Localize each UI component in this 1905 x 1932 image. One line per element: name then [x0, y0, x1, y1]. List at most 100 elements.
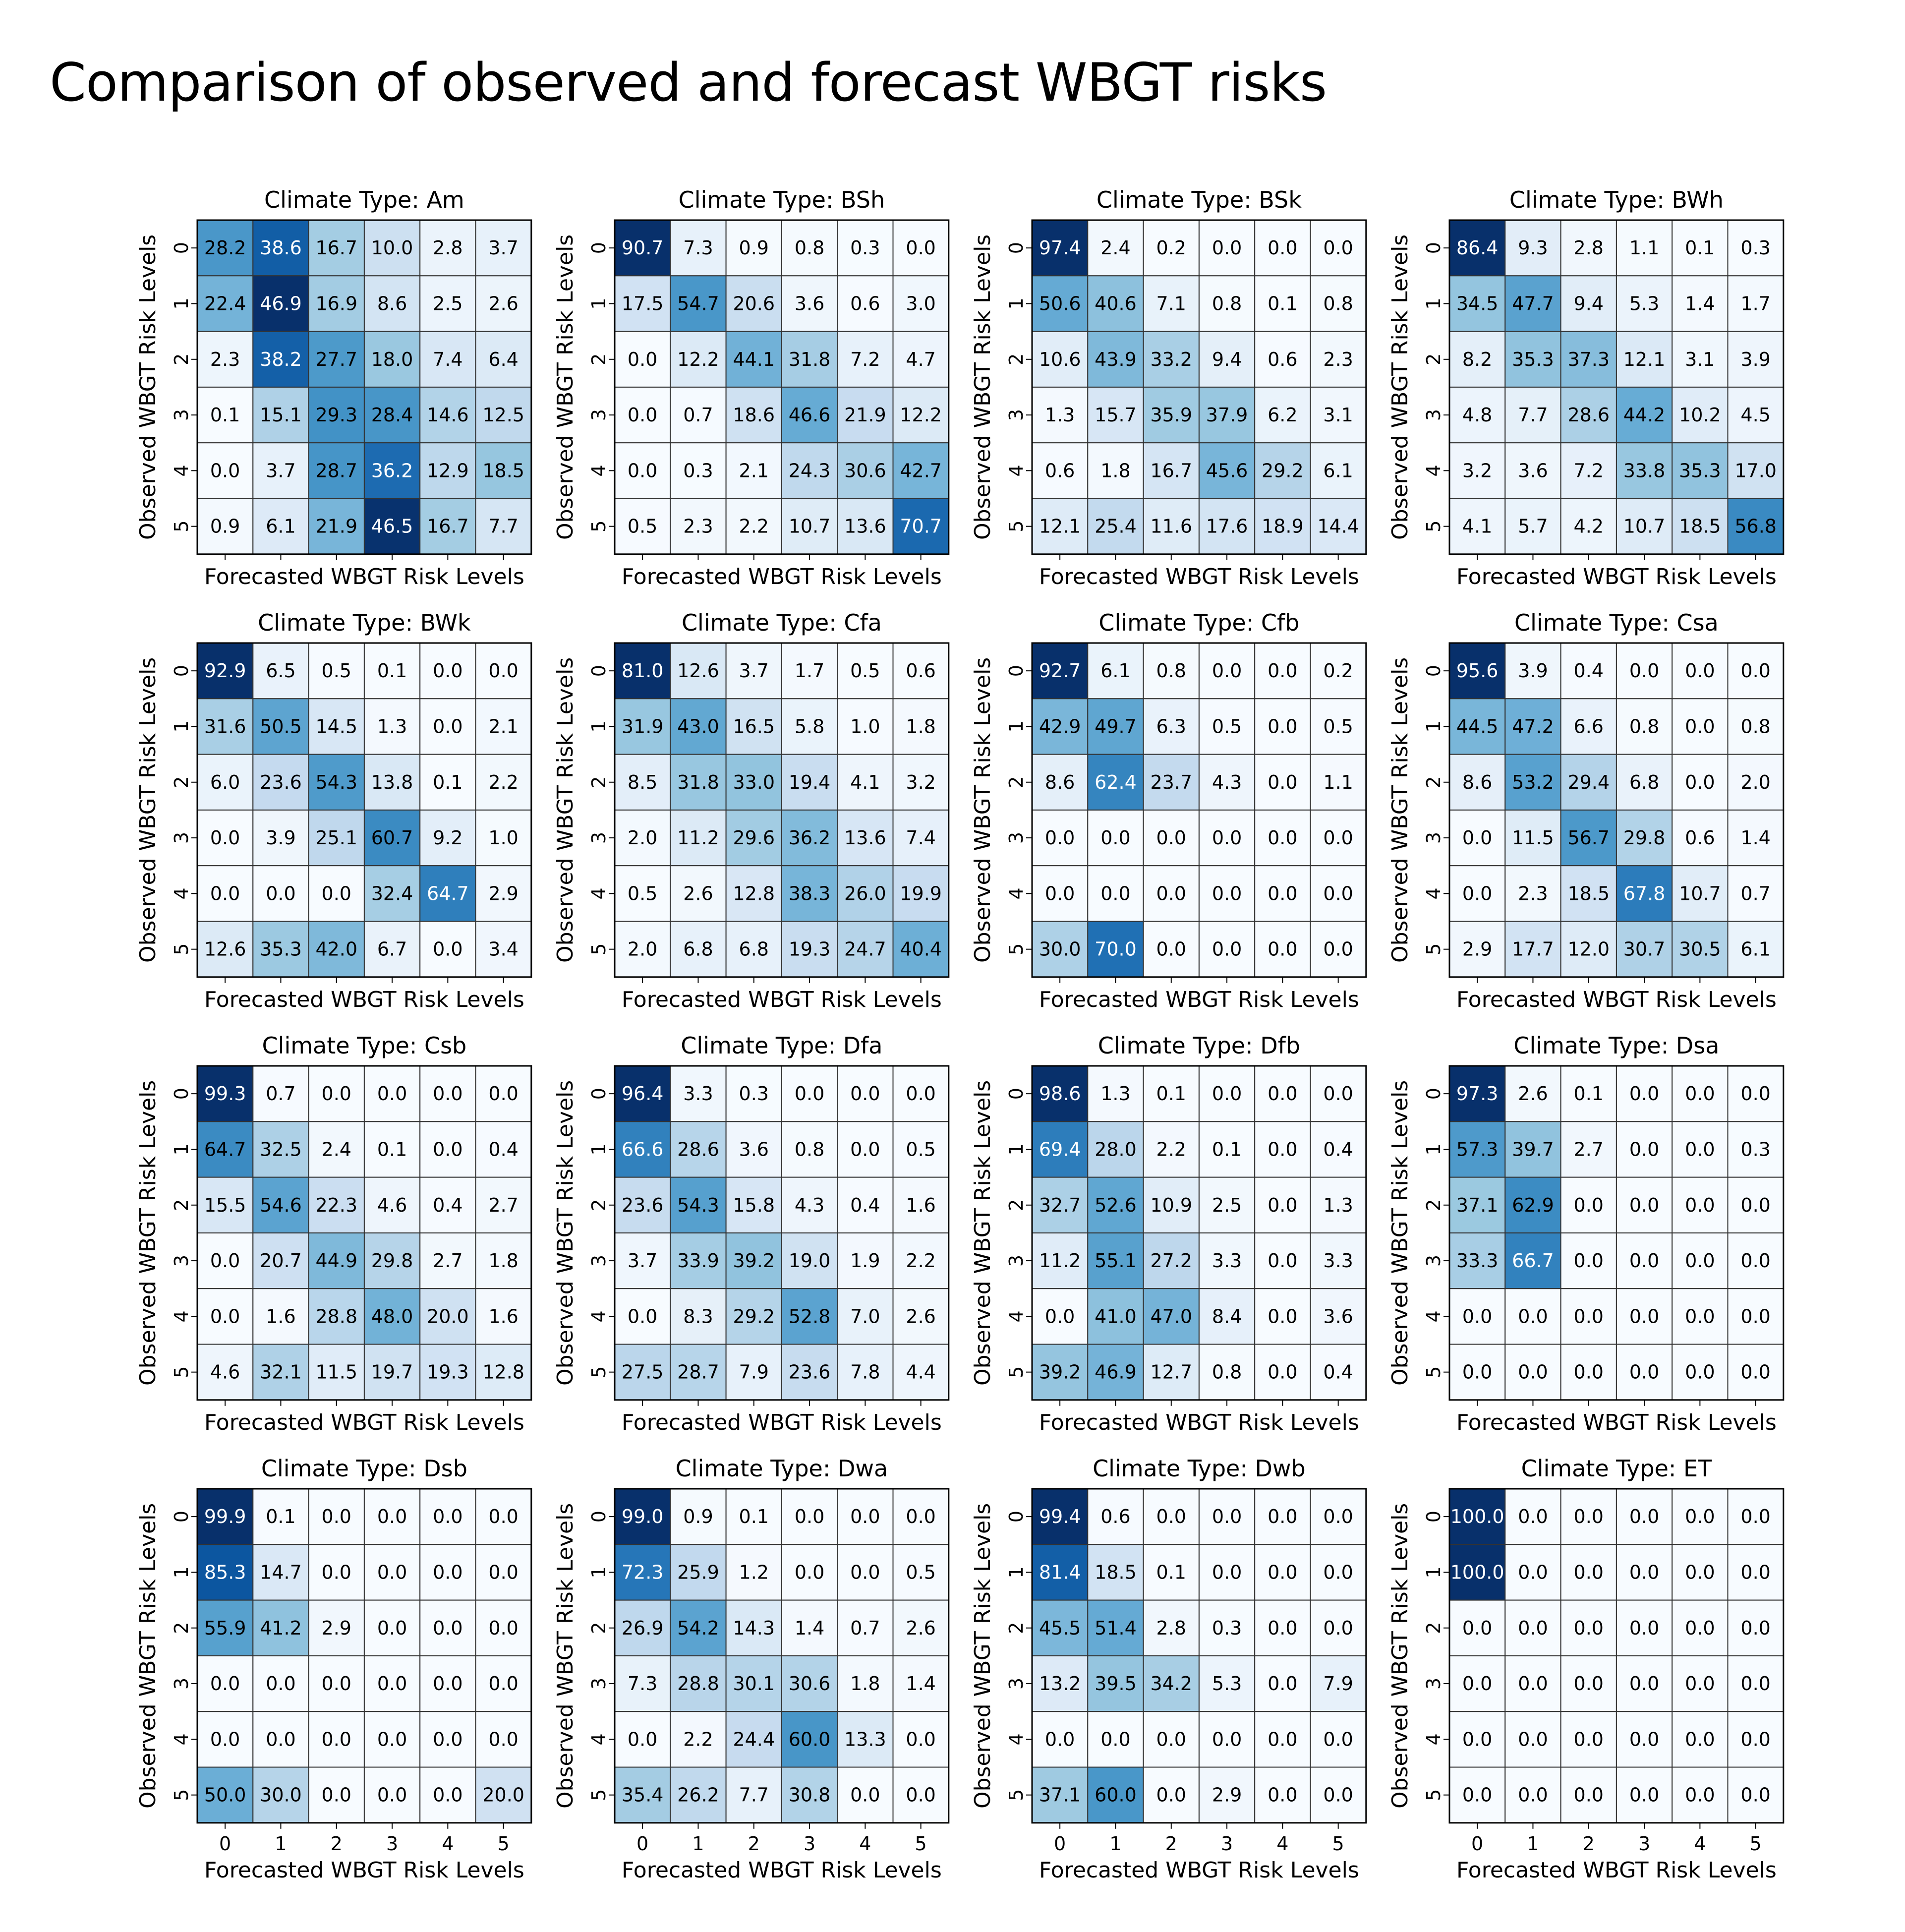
y-tick-label: 0	[171, 1088, 192, 1100]
heatmap-cell	[1087, 1344, 1144, 1401]
heatmap-cell	[781, 1599, 838, 1656]
heatmap-cell	[252, 1288, 309, 1345]
heatmap-cell	[252, 331, 309, 388]
cell-value-label: 3.2	[1462, 460, 1492, 481]
cell-value-label: 0.0	[1685, 1305, 1715, 1327]
cell-value-label: 0.0	[1045, 882, 1075, 904]
cell-value-label: 2.8	[433, 237, 462, 259]
cell-value-label: 0.0	[1323, 1728, 1353, 1750]
y-axis-label: Observed WBGT Risk Levels	[970, 1080, 995, 1386]
heatmap-cell	[1449, 275, 1506, 332]
heatmap-cell	[892, 1599, 949, 1656]
cell-value-label: 0.1	[1156, 1561, 1186, 1583]
heatmap-cell	[1616, 275, 1673, 332]
cell-value-label: 0.7	[1740, 882, 1770, 904]
cell-value-label: 0.0	[322, 1506, 351, 1527]
cell-value-label: 0.3	[850, 237, 880, 259]
heatmap-cell	[1504, 1711, 1561, 1768]
cell-value-label: 0.6	[1268, 349, 1297, 370]
heatmap-cell	[1672, 643, 1729, 700]
heatmap-cell	[1310, 1655, 1367, 1712]
cell-value-label: 8.4	[1212, 1305, 1242, 1327]
heatmap-cell	[1310, 1544, 1367, 1601]
heatmap-cell	[1310, 1766, 1367, 1823]
heatmap-cell	[419, 1121, 476, 1178]
cell-value-label: 55.9	[204, 1617, 246, 1639]
heatmap-cell	[1198, 1655, 1256, 1712]
cell-value-label: 0.0	[1462, 1784, 1492, 1806]
y-tick-label: 1	[171, 720, 192, 732]
cell-value-label: 13.6	[844, 516, 886, 537]
cell-value-label: 0.0	[322, 882, 351, 904]
y-tick-label: 2	[1423, 776, 1444, 788]
cell-value-label: 0.0	[1740, 1728, 1770, 1750]
heatmap-cell	[475, 1766, 532, 1823]
heatmap-frame	[1031, 642, 1367, 978]
cell-value-label: 0.0	[433, 1506, 462, 1527]
cell-value-label: 9.4	[1574, 293, 1604, 314]
cell-value-label: 46.9	[260, 293, 302, 314]
y-tick-label: 1	[1423, 720, 1444, 732]
heatmap-cell	[1143, 865, 1200, 922]
heatmap-cell	[1087, 498, 1144, 555]
heatmap-cell	[837, 220, 894, 277]
cell-value-label: 51.4	[1095, 1617, 1137, 1639]
cell-value-label: 4.4	[906, 1361, 935, 1383]
cell-value-label: 0.0	[1685, 1250, 1715, 1272]
cell-value-label: 0.0	[1268, 1250, 1297, 1272]
y-tick-label: 2	[588, 1622, 610, 1634]
y-tick-label: 3	[1005, 832, 1027, 844]
y-tick-label: 5	[588, 1366, 610, 1378]
heatmap-cell	[670, 1176, 727, 1233]
cell-value-label: 28.6	[677, 1138, 719, 1160]
y-tick-label: 4	[1423, 1310, 1444, 1322]
cell-value-label: 3.6	[1323, 1305, 1353, 1327]
cell-value-label: 25.4	[1095, 516, 1137, 537]
heatmap-cell	[475, 921, 532, 978]
heatmap-cell	[1254, 1176, 1311, 1233]
cell-value-label: 18.5	[1679, 516, 1721, 537]
cell-value-label: 18.5	[1567, 882, 1610, 904]
heatmap-cell	[308, 1655, 365, 1712]
cell-value-label: 30.1	[733, 1673, 775, 1695]
heatmap-cell	[1672, 754, 1729, 811]
y-tick-label: 1	[588, 720, 610, 732]
cell-value-label: 0.0	[1629, 1250, 1659, 1272]
cell-value-label: 20.0	[427, 1305, 469, 1327]
y-tick-label: 0	[1005, 665, 1027, 677]
heatmap-panel-9: 96.4 3.3 0.3 0.0 0.0 0.0 66.6 28.6 3.6 0.8 0.0 0.5 2…	[553, 1032, 950, 1435]
cell-value-label: 54.3	[315, 771, 357, 793]
heatmap-cell	[781, 809, 838, 867]
x-tick-label: 5	[1750, 1833, 1762, 1855]
heatmap-cell	[1198, 754, 1256, 811]
heatmap-cell	[1032, 1288, 1089, 1345]
cell-value-label: 0.0	[628, 1728, 657, 1750]
y-tick-label: 4	[588, 887, 610, 899]
cell-value-label: 0.0	[433, 1673, 462, 1695]
cell-value-label: 3.6	[739, 1138, 769, 1160]
x-tick-label: 1	[275, 1833, 287, 1855]
heatmap-cell	[1143, 1176, 1200, 1233]
cell-value-label: 0.9	[739, 237, 769, 259]
heatmap-cell	[781, 386, 838, 444]
heatmap-frame	[196, 642, 532, 978]
heatmap-cell	[1672, 809, 1729, 867]
cell-value-label: 0.4	[488, 1138, 518, 1160]
heatmap-cell	[725, 386, 782, 444]
heatmap-cell	[1032, 498, 1089, 555]
cell-value-label: 0.0	[1685, 1784, 1715, 1806]
cell-value-label: 0.0	[1462, 1673, 1492, 1695]
heatmap-cell	[1560, 1488, 1617, 1545]
cell-value-label: 44.9	[315, 1250, 357, 1272]
cell-value-label: 32.4	[371, 882, 413, 904]
cell-value-label: 0.5	[1323, 715, 1353, 737]
cell-value-label: 12.1	[1039, 516, 1081, 537]
heatmap-cell	[1504, 1121, 1561, 1178]
heatmap-cell	[197, 442, 254, 499]
cell-value-label: 0.0	[1518, 1305, 1548, 1327]
heatmap-cell	[308, 1065, 365, 1122]
cell-value-label: 0.0	[795, 1083, 824, 1105]
cell-value-label: 25.9	[677, 1561, 719, 1583]
cell-value-label: 0.5	[628, 516, 657, 537]
cell-value-label: 0.0	[1685, 1728, 1715, 1750]
